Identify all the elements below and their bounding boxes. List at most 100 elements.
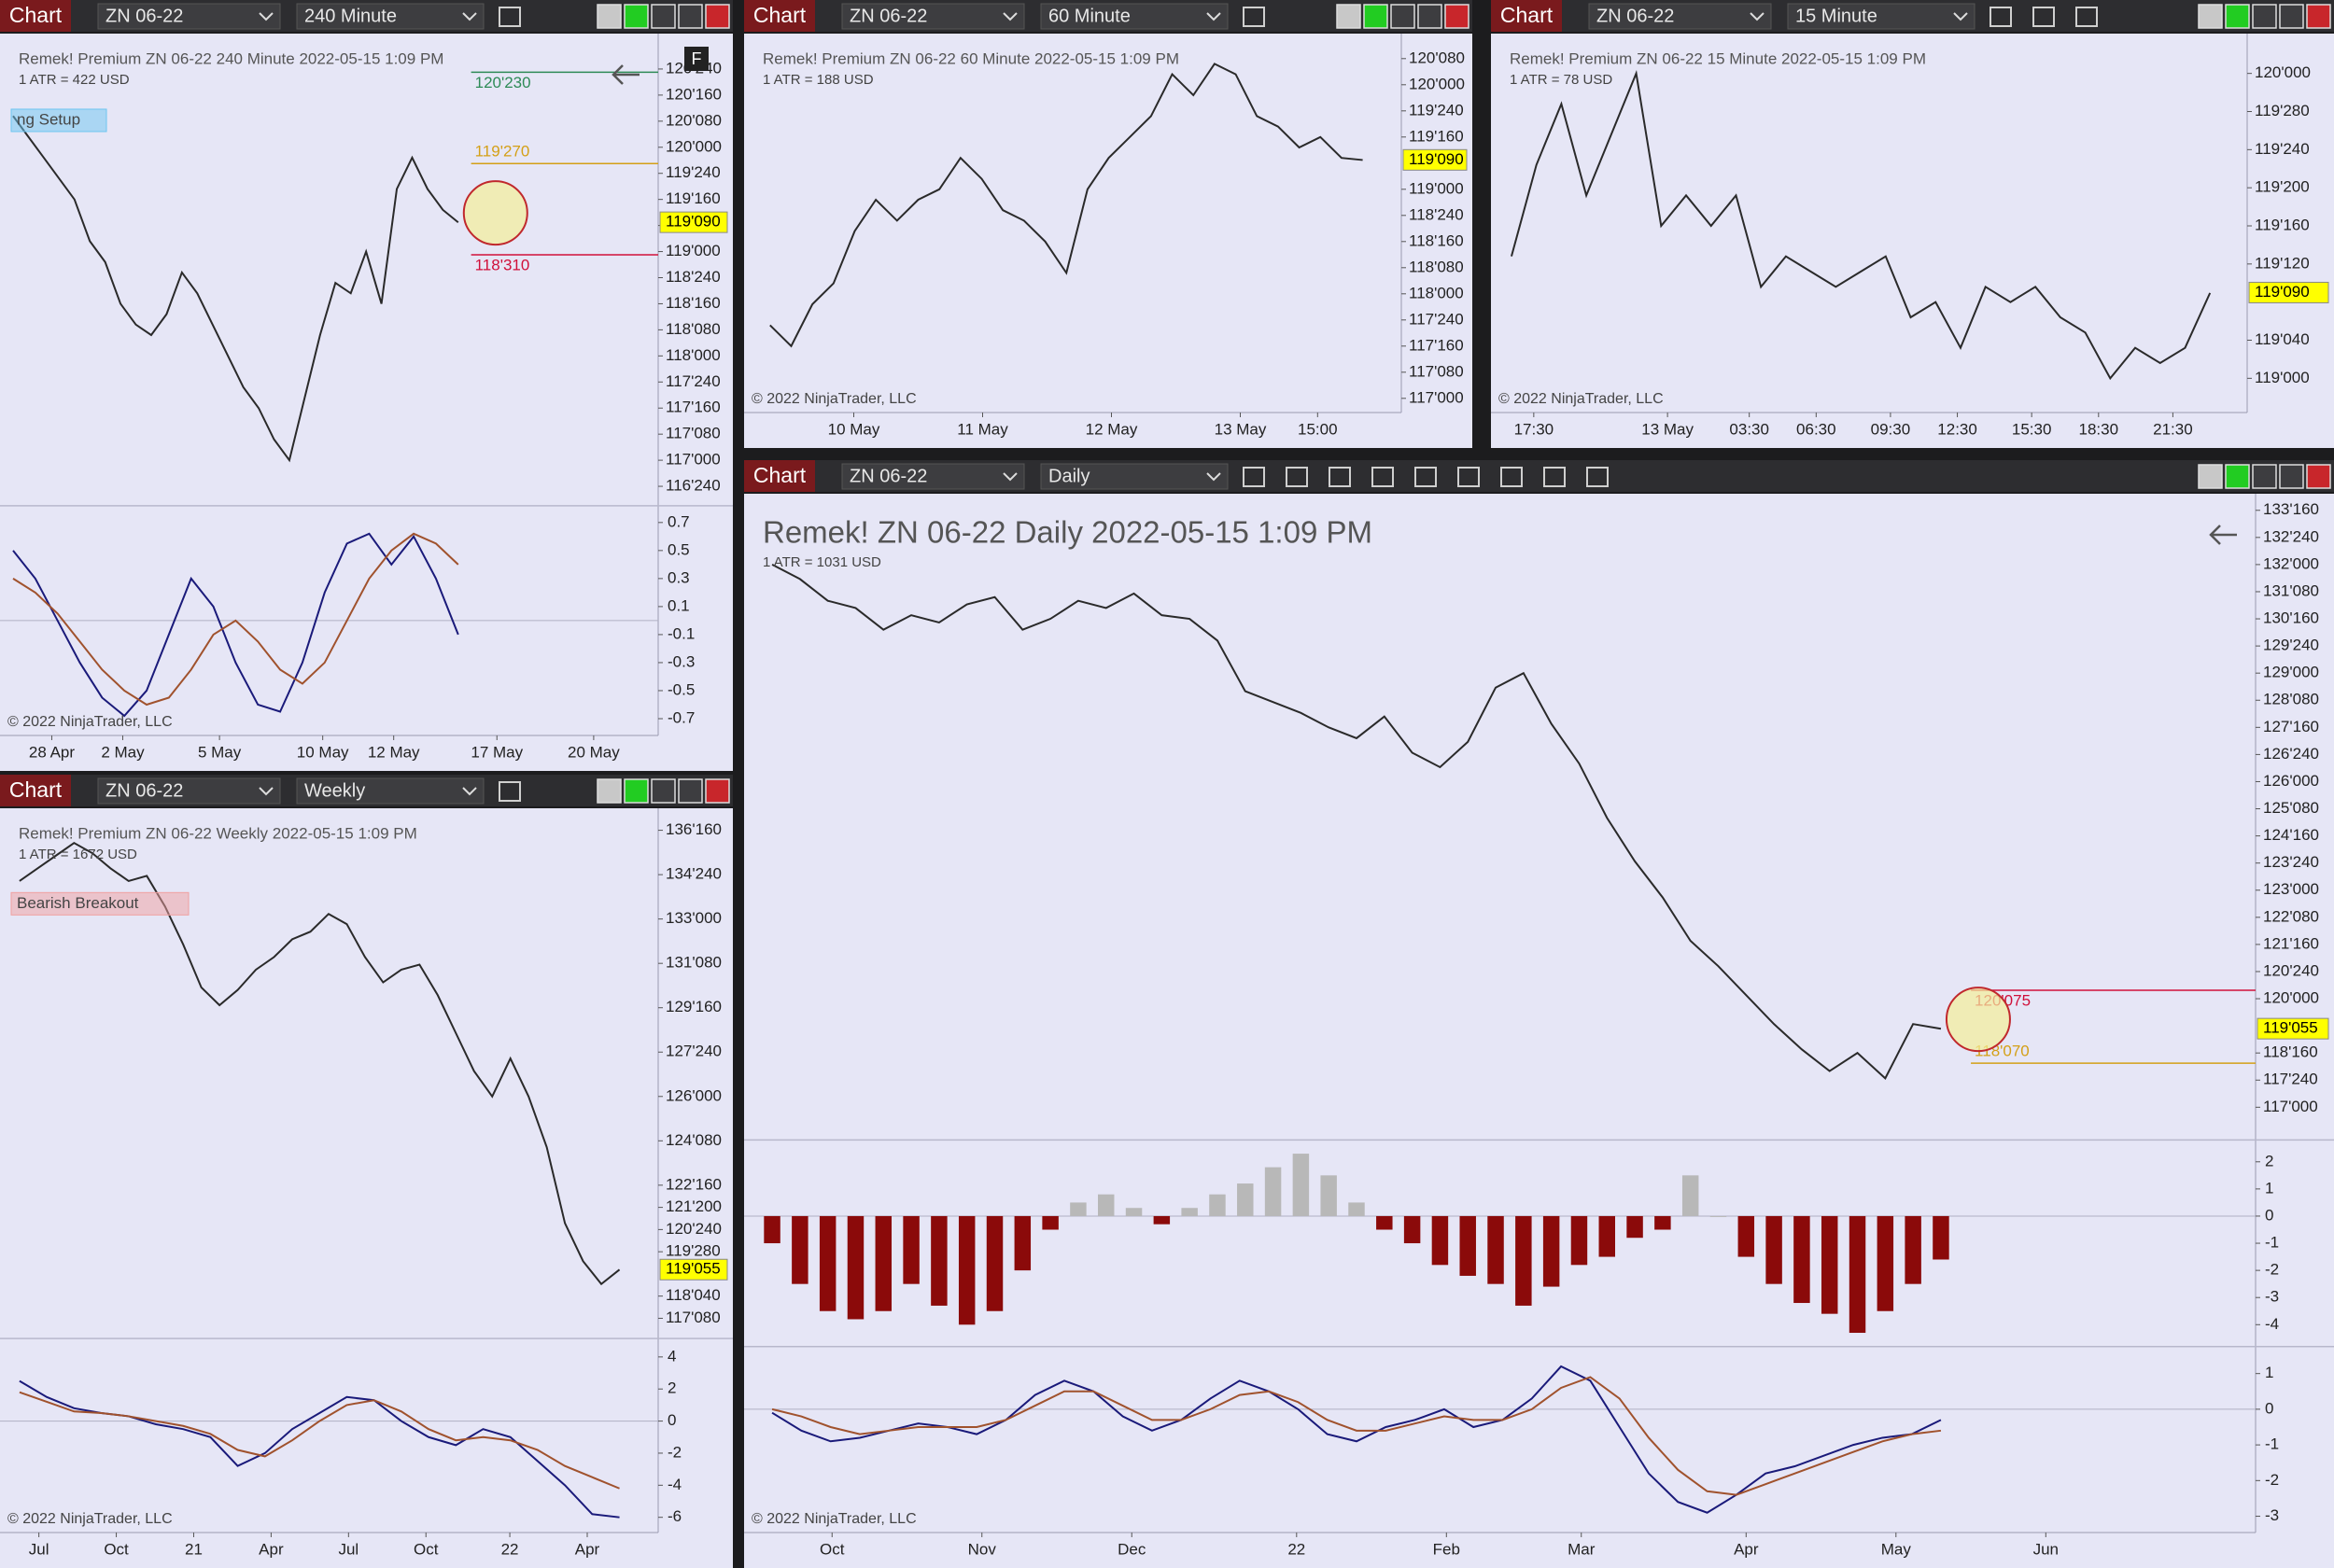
histogram-bar [1264, 1167, 1282, 1216]
histogram-bar [847, 1215, 865, 1320]
interval-select[interactable] [1040, 463, 1229, 490]
x-tick-label: 15:00 [1298, 420, 1338, 438]
y-tick-label: 127'240 [666, 1043, 722, 1060]
toolbar-icon[interactable] [1243, 467, 1265, 487]
toolbar-icon[interactable] [1457, 467, 1480, 487]
window-button[interactable] [624, 4, 649, 29]
copyright: © 2022 NinjaTrader, LLC [1498, 391, 1664, 407]
window-button[interactable] [705, 4, 730, 29]
price-line [12, 115, 459, 463]
toolbar-icon[interactable] [1243, 7, 1265, 27]
interval-select[interactable] [296, 777, 485, 805]
window-button[interactable] [1444, 4, 1469, 29]
y-tick-label: 122'160 [666, 1175, 722, 1193]
window-button[interactable] [2279, 464, 2304, 489]
chart-area [744, 494, 2334, 1568]
y-tick-label: 2 [668, 1379, 676, 1397]
histogram-bar [1905, 1215, 1921, 1284]
window-button[interactable] [2306, 4, 2331, 29]
toolbar-icon[interactable] [1371, 467, 1394, 487]
window-button[interactable] [624, 778, 649, 804]
y-tick-label: 117'240 [666, 372, 721, 390]
setup-label: Bearish Breakout [17, 894, 139, 912]
window-button[interactable] [2306, 464, 2331, 489]
window-button[interactable] [2252, 464, 2277, 489]
last-price-marker [2248, 281, 2329, 303]
chart-tab-label: Chart [9, 777, 63, 802]
setup-label: ng Setup [17, 110, 80, 128]
window-button[interactable] [678, 778, 703, 804]
price-line [1510, 70, 2212, 381]
chart-tab [744, 460, 815, 492]
histogram-bar [875, 1215, 893, 1311]
interval-select-label: 60 Minute [1048, 6, 1131, 26]
instrument-select[interactable] [841, 3, 1025, 30]
toolbar-icon[interactable] [1329, 467, 1351, 487]
toolbar-icon[interactable] [1414, 467, 1437, 487]
chart-title: Remek! Premium ZN 06-22 240 Minute 2022-… [19, 49, 443, 67]
window-button[interactable] [705, 778, 730, 804]
y-tick-label: -0.7 [668, 708, 695, 726]
y-tick-label: 0.7 [668, 512, 690, 530]
chart-area [0, 34, 733, 771]
toolbar-icon[interactable] [1990, 7, 2012, 27]
y-tick-label: 120'080 [666, 111, 722, 129]
y-tick-label: 119'280 [666, 1242, 721, 1260]
chart-title: Remek! Premium ZN 06-22 Weekly 2022-05-1… [19, 824, 417, 842]
toolbar-icon[interactable] [1286, 467, 1308, 487]
window-button[interactable] [1336, 4, 1361, 29]
toolbar-icon[interactable] [499, 7, 521, 27]
last-price-label: 119'090 [666, 213, 721, 231]
toolbar-icon[interactable] [1500, 467, 1523, 487]
toolbar-icon[interactable] [1543, 467, 1566, 487]
toolbar-icon[interactable] [2032, 7, 2055, 27]
y-tick-label: 119'040 [2255, 330, 2310, 348]
y-tick-label: 121'200 [666, 1197, 722, 1215]
interval-select[interactable] [1040, 3, 1229, 30]
window-button[interactable] [1390, 4, 1415, 29]
window-button[interactable] [2225, 4, 2250, 29]
window-button[interactable] [1363, 4, 1388, 29]
y-tick-label: 132'240 [2263, 527, 2319, 545]
window-button[interactable] [678, 4, 703, 29]
instrument-select[interactable] [1588, 3, 1772, 30]
price-level-label: 119'270 [475, 143, 530, 161]
histogram-bar [1237, 1183, 1254, 1216]
window-button[interactable] [2198, 464, 2223, 489]
atr-label: 1 ATR = 1672 USD [19, 847, 137, 862]
y-tick-label: 117'080 [666, 1309, 721, 1326]
y-tick-label: 117'080 [1409, 362, 1464, 380]
window-button[interactable] [651, 4, 676, 29]
histogram-bar [958, 1215, 976, 1325]
instrument-select[interactable] [97, 3, 281, 30]
interval-select-label: 240 Minute [304, 6, 397, 26]
interval-select[interactable] [1787, 3, 1975, 30]
window-button[interactable] [651, 778, 676, 804]
back-arrow[interactable] [2209, 525, 2237, 545]
instrument-select[interactable] [841, 463, 1025, 490]
toolbar-icon[interactable] [2075, 7, 2098, 27]
histogram-bar [792, 1215, 808, 1284]
toolbar-icon[interactable] [1586, 467, 1609, 487]
window-button[interactable] [597, 4, 622, 29]
y-tick-label: 134'240 [666, 865, 722, 883]
toolbar-icon[interactable] [499, 781, 521, 802]
window-button[interactable] [2252, 4, 2277, 29]
oscillator-line [12, 532, 459, 707]
x-tick-label: 28 Apr [29, 743, 75, 761]
window-button[interactable] [2198, 4, 2223, 29]
window-button[interactable] [1417, 4, 1442, 29]
y-tick-label: 117'160 [1409, 336, 1464, 354]
copyright: © 2022 NinjaTrader, LLC [7, 1511, 173, 1527]
window-button[interactable] [597, 778, 622, 804]
back-arrow[interactable] [612, 64, 640, 85]
y-tick-label: 120'000 [1409, 75, 1465, 92]
window-button[interactable] [2225, 464, 2250, 489]
histogram-bar [1598, 1215, 1615, 1257]
atr-label: 1 ATR = 1031 USD [763, 554, 881, 570]
badge[interactable] [684, 47, 709, 71]
interval-select[interactable] [296, 3, 485, 30]
y-tick-label: 119'160 [2255, 216, 2310, 233]
window-button[interactable] [2279, 4, 2304, 29]
instrument-select[interactable] [97, 777, 281, 805]
